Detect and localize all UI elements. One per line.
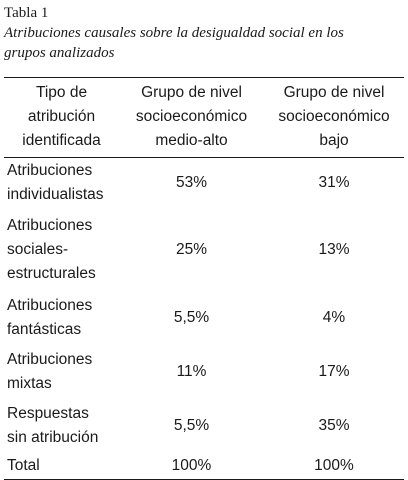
table-row: Respuestas sin atribución 5,5% 35%	[4, 399, 404, 453]
table-title-line-2: grupos analizados	[4, 45, 115, 61]
row-label-text: Atribuciones	[7, 296, 93, 314]
row-label-text: fantásticas	[7, 320, 82, 338]
table-row: Atribuciones mixtas 11% 17%	[4, 345, 404, 399]
row-label-text: mixtas	[7, 374, 52, 392]
header-row: Tipo de atribución identificada Grupo de…	[4, 77, 404, 158]
cell-bajo: 31%	[318, 174, 350, 192]
cell-medio-alto: 5,5%	[173, 416, 210, 434]
cell-bajo: 17%	[318, 362, 350, 380]
row-label-text: sociales-	[7, 240, 69, 258]
header-text: socioeconómico	[135, 108, 248, 125]
cell-bajo: 13%	[318, 240, 350, 258]
header-text: Grupo de nivel	[283, 84, 385, 101]
header-text: socioeconómico	[278, 108, 390, 125]
cell-bajo: 4%	[322, 308, 346, 326]
row-label-text: sin atribución	[7, 428, 99, 446]
table-number: Tabla 1	[4, 5, 49, 21]
cell-medio-alto: 53%	[175, 174, 208, 192]
row-label-text: estructurales	[7, 264, 96, 282]
header-text: bajo	[319, 132, 349, 149]
row-label: Atribuciones fantásticas	[4, 291, 119, 345]
row-label-text: Atribuciones	[7, 216, 93, 234]
table-row: Atribuciones fantásticas 5,5% 4%	[4, 291, 404, 345]
table-row: Atribuciones individualistas 53% 31%	[4, 158, 404, 209]
row-label-text: Total	[7, 456, 40, 474]
cell-bajo: 100%	[314, 456, 354, 474]
header-attribution-type: Tipo de atribución identificada	[4, 78, 119, 158]
header-text: atribución	[27, 108, 96, 125]
cell-medio-alto: 100%	[171, 456, 212, 474]
row-label: Total	[4, 453, 119, 480]
cell-medio-alto: 25%	[175, 240, 208, 258]
attributions-table: Tipo de atribución identificada Grupo de…	[4, 77, 404, 480]
header-text: Tipo de	[35, 84, 88, 101]
cell-medio-alto: 11%	[176, 362, 207, 380]
table-caption: Tabla 1 Atribuciones causales sobre la d…	[4, 3, 404, 63]
row-label-text: Respuestas	[7, 404, 89, 422]
header-group-bajo: Grupo de nivel socioeconómico bajo	[264, 78, 404, 158]
row-label-text: individualistas	[7, 186, 104, 204]
header-text: identificada	[22, 132, 101, 149]
table-row: Atribuciones sociales- estructurales 25%…	[4, 209, 404, 291]
row-label: Respuestas sin atribución	[4, 399, 119, 453]
cell-bajo: 35%	[318, 416, 350, 434]
table-row-total: Total 100% 100%	[4, 453, 404, 480]
table-title-line-1: Atribuciones causales sobre la desiguald…	[4, 25, 344, 41]
row-label: Atribuciones individualistas	[4, 158, 119, 209]
row-label-text: Atribuciones	[7, 162, 93, 180]
header-group-medio-alto: Grupo de nivel socioeconómico medio-alto	[119, 78, 264, 158]
header-text: Grupo de nivel	[141, 84, 242, 101]
row-label: Atribuciones mixtas	[4, 345, 119, 399]
row-label: Atribuciones sociales- estructurales	[4, 209, 119, 291]
cell-medio-alto: 5,5%	[173, 308, 210, 326]
header-text: medio-alto	[155, 132, 228, 149]
row-label-text: Atribuciones	[7, 350, 93, 368]
